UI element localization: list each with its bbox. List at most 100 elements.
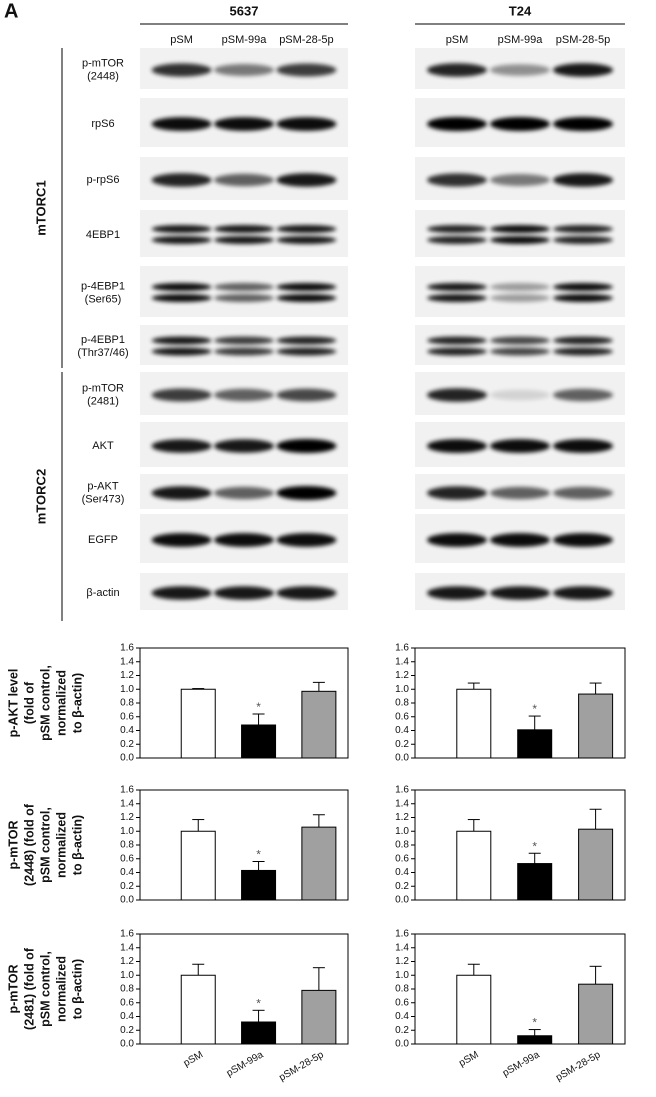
- group-label: mTORC2: [33, 469, 48, 524]
- y-tick-label: 1.6: [120, 643, 134, 654]
- bar: [241, 724, 277, 759]
- band: [490, 64, 550, 76]
- band: [276, 63, 337, 77]
- band: [490, 486, 550, 500]
- blot-panel: [140, 266, 348, 317]
- band: [427, 336, 487, 345]
- band: [214, 336, 274, 345]
- band: [151, 486, 212, 500]
- row-label: p-mTOR: [82, 382, 124, 394]
- bar: [578, 983, 614, 1045]
- band: [151, 533, 212, 547]
- bar: [517, 863, 553, 901]
- y-tick-label: 0.2: [120, 1025, 134, 1036]
- y-tick-label: 0.8: [120, 840, 134, 851]
- band: [214, 388, 274, 402]
- y-tick-label: 0.4: [120, 725, 134, 736]
- y-tick-label: 1.6: [395, 929, 409, 940]
- row-label: p-mTOR: [82, 57, 124, 69]
- band: [214, 533, 274, 547]
- y-tick-label: 0.4: [120, 1011, 134, 1022]
- lane-label: pSM: [446, 34, 469, 46]
- band: [151, 173, 212, 187]
- lane-label: pSM: [170, 34, 193, 46]
- row-label: rpS6: [91, 118, 114, 130]
- band: [151, 439, 212, 453]
- y-tick-label: 1.4: [120, 942, 134, 953]
- x-tick-label: pSM: [457, 1049, 480, 1069]
- y-tick-label: 1.2: [395, 956, 409, 967]
- row-label: 4EBP1: [86, 229, 120, 241]
- band: [553, 63, 613, 77]
- band: [276, 439, 337, 453]
- y-tick-label: 1.0: [120, 826, 134, 837]
- row-label: (2448): [87, 70, 119, 82]
- x-tick-label: pSM: [182, 1049, 205, 1069]
- bar: [180, 830, 216, 901]
- y-tick-label: 0.0: [120, 753, 134, 764]
- y-tick-label: 1.6: [395, 785, 409, 796]
- y-tick-label: 0.2: [120, 739, 134, 750]
- y-tick-label: 1.2: [395, 812, 409, 823]
- y-tick-label: 0.0: [395, 1039, 409, 1050]
- y-tick-label: 0.2: [120, 881, 134, 892]
- y-tick-label: 0.6: [120, 997, 134, 1008]
- band: [427, 283, 487, 291]
- bar: [578, 828, 614, 901]
- bar: [241, 869, 277, 901]
- y-axis-label: pSM control,: [38, 665, 52, 741]
- y-tick-label: 0.8: [120, 984, 134, 995]
- y-tick-label: 1.4: [395, 798, 409, 809]
- bar: [301, 690, 337, 759]
- band: [553, 236, 613, 244]
- band: [553, 225, 613, 233]
- y-tick-label: 0.8: [395, 984, 409, 995]
- y-axis-label: (2481) (fold of: [22, 947, 36, 1030]
- band: [490, 294, 550, 302]
- blot-panel: [415, 210, 625, 257]
- band: [151, 586, 212, 600]
- y-tick-label: 0.2: [395, 1025, 409, 1036]
- band: [553, 173, 613, 187]
- band: [214, 225, 274, 233]
- row-label: (Ser65): [85, 293, 122, 305]
- y-tick-label: 1.0: [395, 826, 409, 837]
- band: [276, 294, 337, 302]
- band: [490, 283, 550, 291]
- y-tick-label: 0.0: [395, 753, 409, 764]
- band: [214, 64, 274, 76]
- significance-mark: *: [532, 839, 537, 853]
- y-tick-label: 0.4: [395, 867, 409, 878]
- bar: [456, 688, 492, 759]
- y-tick-label: 1.4: [395, 942, 409, 953]
- y-tick-label: 0.6: [395, 853, 409, 864]
- y-axis-label: normalized: [54, 956, 68, 1022]
- significance-mark: *: [532, 702, 537, 716]
- band: [490, 236, 550, 244]
- y-axis-label: pSM control,: [38, 807, 52, 883]
- band: [427, 347, 487, 356]
- y-tick-label: 0.8: [120, 698, 134, 709]
- y-tick-label: 1.0: [395, 970, 409, 981]
- panel-label: A: [4, 0, 18, 22]
- band: [214, 439, 274, 453]
- band: [276, 388, 337, 402]
- lane-label: pSM-28-5p: [279, 34, 333, 46]
- bar: [578, 693, 614, 759]
- y-tick-label: 0.6: [120, 711, 134, 722]
- lane-label: pSM-99a: [222, 34, 268, 46]
- cell-line-label: T24: [509, 3, 532, 18]
- y-axis-label: (fold of: [22, 681, 36, 724]
- band: [214, 486, 274, 500]
- band: [490, 117, 550, 131]
- y-axis-label: p-mTOR: [6, 820, 20, 869]
- bar: [456, 830, 492, 901]
- band: [151, 236, 212, 244]
- blot-panel: [140, 325, 348, 365]
- band: [276, 533, 337, 547]
- band: [151, 225, 212, 233]
- significance-mark: *: [256, 700, 261, 714]
- band: [427, 294, 487, 302]
- bar: [180, 688, 216, 759]
- blot-panel: [415, 266, 625, 317]
